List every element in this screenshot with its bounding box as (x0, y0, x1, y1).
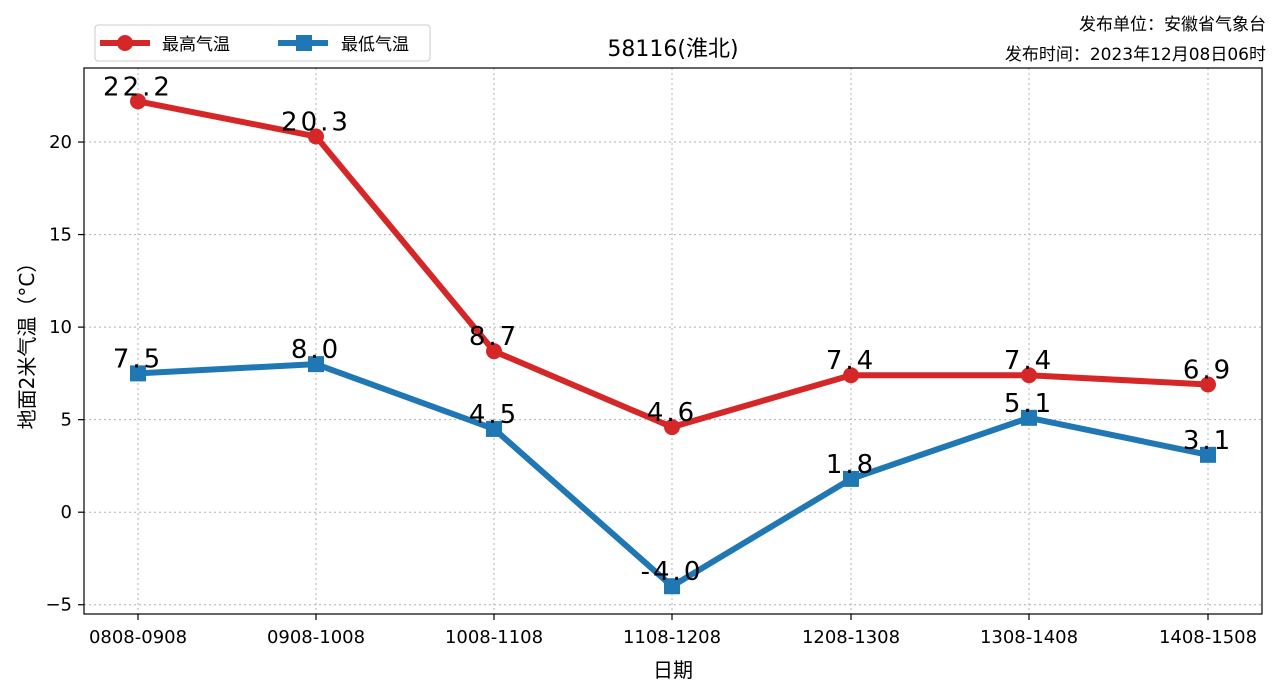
min-temp-point (130, 365, 146, 382)
y-tick-label: −5 (45, 595, 72, 616)
chart-title: 58116(淮北) (607, 37, 738, 62)
max-temp-point (664, 419, 680, 436)
publish-time-info: 发布时间：2023年12月08日06时 (1005, 40, 1266, 65)
max-temp-point (1021, 367, 1037, 384)
max-temp-data-label: 6.9 (1183, 355, 1233, 385)
x-axis-label: 日期 (653, 658, 693, 682)
y-tick-label: 10 (49, 317, 72, 338)
min-temp-data-label: 5.1 (1004, 389, 1054, 419)
min-temp-point (664, 578, 680, 595)
y-axis-ticks: −5 0 5 10 15 20 (45, 132, 84, 616)
legend-max-label: 最高气温 (162, 35, 230, 55)
legend-min-label: 最低气温 (341, 35, 409, 55)
x-tick-label: 1108-1208 (623, 627, 721, 648)
x-tick-label: 1408-1508 (1159, 627, 1257, 648)
max-temp-data-label: 4.6 (647, 398, 697, 428)
max-temp-data-label: 7.4 (826, 346, 876, 376)
x-tick-label: 0808-0908 (89, 627, 187, 648)
y-tick-label: 15 (49, 225, 72, 246)
legend: 最高气温 最低气温 (94, 24, 431, 62)
max-temp-point (486, 343, 502, 360)
x-axis-ticks: 0808-0908 0908-1008 1008-1108 1108-1208 1208… (89, 614, 1257, 648)
max-temp-point (843, 367, 859, 384)
max-temp-line (135, 98, 1211, 431)
min-temp-data-label: 1.8 (826, 450, 876, 480)
publisher-value: 安徽省气象台 (1164, 15, 1266, 35)
min-temp-data-label: 8.0 (291, 335, 341, 365)
data-labels: 22.2 20.3 8.7 4.6 7.4 7.4 6.9 7.5 8.0 4.5 -4.0 1.8 5… (103, 72, 1233, 587)
max-temp-point (130, 93, 146, 110)
series-lines (130, 93, 1216, 595)
y-axis-label: 地面2米气温（°C） (15, 253, 39, 430)
legend-min-marker (296, 35, 312, 51)
min-temp-data-label: 3.1 (1183, 426, 1233, 456)
y-tick-label: 20 (49, 132, 72, 153)
y-tick-label: 5 (61, 410, 72, 431)
max-temp-data-label: 22.2 (103, 72, 173, 102)
min-temp-data-label: -4.0 (641, 557, 704, 587)
max-temp-point (1200, 376, 1216, 393)
min-temp-data-label: 7.5 (113, 344, 163, 374)
x-tick-label: 0908-1008 (267, 627, 365, 648)
min-temp-data-label: 4.5 (469, 400, 519, 430)
min-temp-point (486, 420, 502, 437)
max-temp-data-label: 7.4 (1004, 346, 1054, 376)
x-tick-label: 1208-1308 (802, 627, 900, 648)
legend-box (94, 24, 431, 62)
plot-frame (83, 67, 1263, 615)
min-temp-point (1021, 409, 1037, 426)
min-temp-point (843, 470, 859, 487)
max-temp-data-label: 8.7 (469, 322, 519, 352)
grid-lines (84, 68, 1262, 614)
y-tick-label: 0 (61, 502, 72, 523)
max-temp-data-label: 20.3 (281, 107, 351, 137)
min-temp-point (1200, 446, 1216, 463)
legend-max-marker (117, 35, 133, 51)
max-temp-point (308, 128, 324, 145)
x-tick-label: 1008-1108 (445, 627, 543, 648)
publisher-info: 发布单位：安徽省气象台 (1079, 10, 1266, 35)
min-temp-point (308, 356, 324, 373)
x-tick-label: 1308-1408 (980, 627, 1078, 648)
publish-time-value: 2023年12月08日06时 (1089, 45, 1266, 65)
publish-time-label: 发布时间： (1004, 45, 1090, 65)
publisher-label: 发布单位： (1079, 15, 1164, 35)
